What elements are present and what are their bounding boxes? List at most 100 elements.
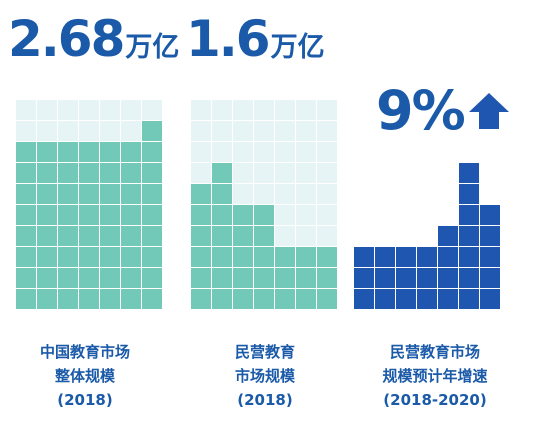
empty-cell-private-5-8: [296, 121, 316, 141]
empty-cell-total-5-8: [121, 121, 141, 141]
empty-cell-total-1-8: [37, 121, 57, 141]
filled-cell-private-0-2: [191, 247, 211, 267]
filled-cell-total-3-3: [79, 226, 99, 246]
filled-cell-total-3-4: [79, 205, 99, 225]
caption-private: 民营教育 市场规模 (2018): [180, 340, 350, 412]
caption-growth: 民营教育市场 规模预计年增速 (2018-2020): [350, 340, 520, 412]
filled-cell-total-5-0: [121, 289, 141, 309]
filled-cell-total-5-1: [121, 268, 141, 288]
empty-cell-total-3-8: [79, 121, 99, 141]
filled-cell-total-5-3: [121, 226, 141, 246]
filled-cell-total-1-2: [37, 247, 57, 267]
filled-cell-total-5-5: [121, 184, 141, 204]
filled-cell-growth-5-4: [459, 205, 479, 225]
market-total-stat: 2.68万亿: [8, 14, 179, 64]
empty-cell-total-5-9: [121, 100, 141, 120]
empty-cell-total-4-9: [100, 100, 120, 120]
empty-cell-private-2-6: [233, 163, 253, 183]
filled-cell-private-2-0: [233, 289, 253, 309]
filled-cell-private-1-3: [212, 226, 232, 246]
filled-cell-total-0-7: [16, 142, 36, 162]
empty-cell-private-6-9: [317, 100, 337, 120]
empty-cell-private-3-9: [254, 100, 274, 120]
caption-private-line-1: 民营教育: [234, 343, 295, 361]
filled-cell-total-4-2: [100, 247, 120, 267]
filled-cell-growth-6-3: [480, 226, 500, 246]
filled-cell-private-3-4: [254, 205, 274, 225]
caption-private-line-3: (2018): [237, 391, 293, 409]
empty-cell-private-3-8: [254, 121, 274, 141]
caption-total-line-2: 整体规模: [54, 367, 115, 385]
empty-cell-private-5-6: [296, 163, 316, 183]
waffle-private: [191, 100, 337, 309]
filled-cell-total-2-0: [58, 289, 78, 309]
filled-cell-total-3-5: [79, 184, 99, 204]
filled-cell-total-2-2: [58, 247, 78, 267]
filled-cell-total-5-4: [121, 205, 141, 225]
filled-cell-growth-6-0: [480, 289, 500, 309]
filled-cell-private-4-1: [275, 268, 295, 288]
empty-cell-private-4-8: [275, 121, 295, 141]
filled-cell-growth-2-2: [396, 247, 416, 267]
filled-cell-total-6-0: [142, 289, 162, 309]
empty-cell-total-1-9: [37, 100, 57, 120]
up-arrow-icon: [468, 93, 509, 129]
empty-cell-private-5-9: [296, 100, 316, 120]
filled-cell-growth-3-1: [417, 268, 437, 288]
empty-cell-private-3-6: [254, 163, 274, 183]
growth-stat: 9%: [376, 84, 510, 138]
empty-cell-total-3-9: [79, 100, 99, 120]
filled-cell-total-4-1: [100, 268, 120, 288]
filled-cell-private-0-5: [191, 184, 211, 204]
filled-cell-total-2-7: [58, 142, 78, 162]
empty-cell-private-0-7: [191, 142, 211, 162]
filled-cell-private-6-2: [317, 247, 337, 267]
filled-cell-growth-2-0: [396, 289, 416, 309]
filled-cell-total-6-5: [142, 184, 162, 204]
filled-cell-growth-6-1: [480, 268, 500, 288]
filled-cell-growth-6-2: [480, 247, 500, 267]
filled-cell-private-6-1: [317, 268, 337, 288]
empty-cell-private-5-4: [296, 205, 316, 225]
filled-cell-total-1-0: [37, 289, 57, 309]
empty-cell-total-2-9: [58, 100, 78, 120]
filled-cell-total-2-1: [58, 268, 78, 288]
filled-cell-total-3-0: [79, 289, 99, 309]
empty-cell-private-0-9: [191, 100, 211, 120]
filled-cell-private-5-2: [296, 247, 316, 267]
filled-cell-private-0-3: [191, 226, 211, 246]
filled-cell-total-4-5: [100, 184, 120, 204]
filled-cell-total-6-2: [142, 247, 162, 267]
filled-cell-private-5-1: [296, 268, 316, 288]
market-total-value: 2.68: [8, 10, 125, 68]
filled-cell-total-6-3: [142, 226, 162, 246]
empty-cell-private-2-9: [233, 100, 253, 120]
filled-cell-private-3-3: [254, 226, 274, 246]
empty-cell-private-6-4: [317, 205, 337, 225]
empty-cell-private-6-8: [317, 121, 337, 141]
filled-cell-total-0-4: [16, 205, 36, 225]
filled-cell-private-2-4: [233, 205, 253, 225]
filled-cell-private-6-0: [317, 289, 337, 309]
filled-cell-private-4-2: [275, 247, 295, 267]
filled-cell-total-0-1: [16, 268, 36, 288]
empty-cell-private-0-6: [191, 163, 211, 183]
filled-cell-private-2-3: [233, 226, 253, 246]
empty-cell-private-2-8: [233, 121, 253, 141]
private-market-value: 1.6: [186, 10, 271, 68]
filled-cell-growth-4-1: [438, 268, 458, 288]
empty-cell-total-0-9: [16, 100, 36, 120]
empty-cell-private-0-8: [191, 121, 211, 141]
caption-total-line-1: 中国教育市场: [39, 343, 130, 361]
filled-cell-growth-5-1: [459, 268, 479, 288]
filled-cell-total-4-6: [100, 163, 120, 183]
filled-cell-total-4-3: [100, 226, 120, 246]
filled-cell-growth-2-1: [396, 268, 416, 288]
empty-cell-private-6-3: [317, 226, 337, 246]
filled-cell-growth-0-0: [354, 289, 374, 309]
filled-cell-private-2-1: [233, 268, 253, 288]
filled-cell-total-6-8: [142, 121, 162, 141]
filled-cell-total-5-6: [121, 163, 141, 183]
filled-cell-growth-3-0: [417, 289, 437, 309]
